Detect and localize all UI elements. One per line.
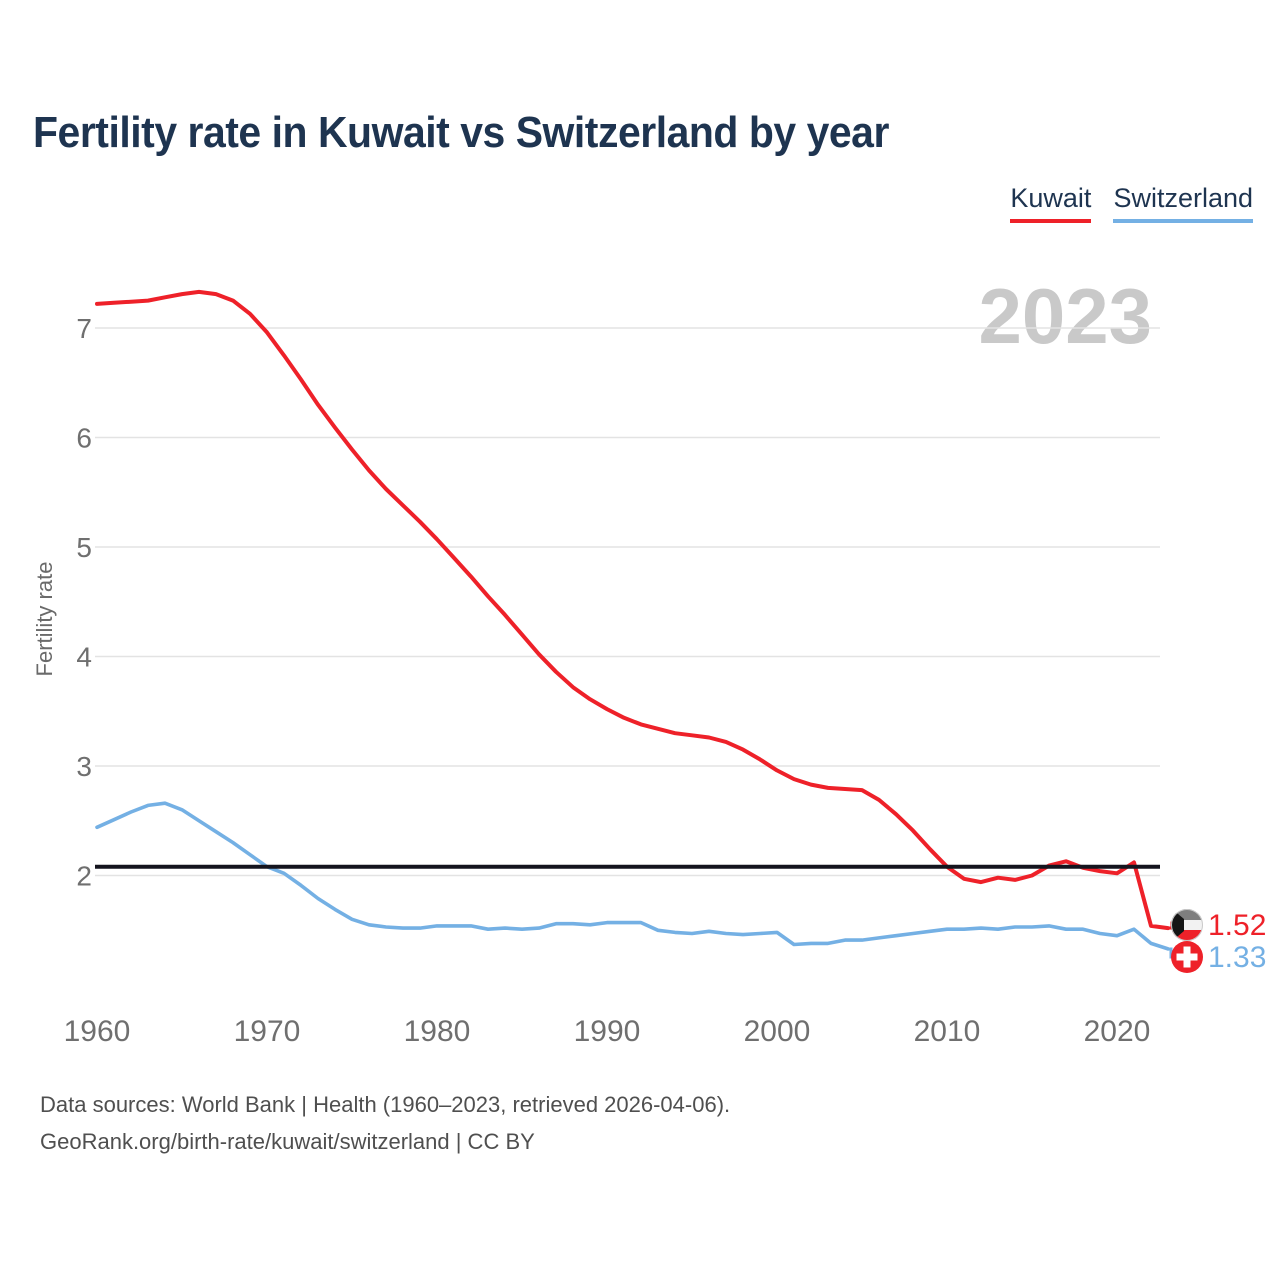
kuwait-line bbox=[95, 289, 1170, 931]
legend: Kuwait Switzerland bbox=[1010, 183, 1253, 223]
x-tick-2000: 2000 bbox=[744, 1015, 811, 1048]
footer-sources-line: Data sources: World Bank | Health (1960–… bbox=[40, 1092, 731, 1117]
switzerland-flag-icon bbox=[1171, 941, 1203, 973]
kuwait-end-value: 1.52 bbox=[1208, 909, 1266, 942]
y-tick-7: 7 bbox=[76, 313, 92, 344]
footer-attribution-line: GeoRank.org/birth-rate/kuwait/switzerlan… bbox=[40, 1129, 535, 1154]
y-axis-tick-labels: 2 3 4 5 6 7 bbox=[76, 313, 92, 892]
y-tick-6: 6 bbox=[76, 423, 92, 454]
y-tick-4: 4 bbox=[76, 642, 92, 673]
x-tick-1980: 1980 bbox=[404, 1015, 471, 1048]
data-series bbox=[95, 289, 1170, 951]
legend-label-switzerland: Switzerland bbox=[1113, 183, 1253, 213]
kuwait-flag-icon bbox=[1171, 909, 1203, 941]
switzerland-line bbox=[95, 801, 1170, 951]
legend-item-kuwait[interactable]: Kuwait bbox=[1010, 183, 1092, 223]
y-tick-2: 2 bbox=[76, 861, 92, 892]
x-tick-1960: 1960 bbox=[64, 1015, 131, 1048]
page-title: Fertility rate in Kuwait vs Switzerland … bbox=[33, 108, 889, 157]
y-tick-5: 5 bbox=[76, 532, 92, 563]
x-tick-1970: 1970 bbox=[234, 1015, 301, 1048]
switzerland-end-value: 1.33 bbox=[1208, 941, 1266, 974]
legend-label-kuwait: Kuwait bbox=[1010, 183, 1092, 213]
x-tick-2020: 2020 bbox=[1084, 1015, 1151, 1048]
watermark-year: 2023 bbox=[978, 272, 1152, 360]
x-tick-1990: 1990 bbox=[574, 1015, 641, 1048]
y-tick-3: 3 bbox=[76, 751, 92, 782]
x-axis-tick-labels: 1960 1970 1980 1990 2000 2010 2020 bbox=[64, 1015, 1151, 1048]
x-tick-2010: 2010 bbox=[914, 1015, 981, 1048]
legend-item-switzerland[interactable]: Switzerland bbox=[1113, 183, 1253, 223]
gridlines bbox=[95, 327, 1160, 877]
footer: Data sources: World Bank | Health (1960–… bbox=[40, 1086, 730, 1160]
y-axis-title: Fertility rate bbox=[32, 562, 57, 677]
